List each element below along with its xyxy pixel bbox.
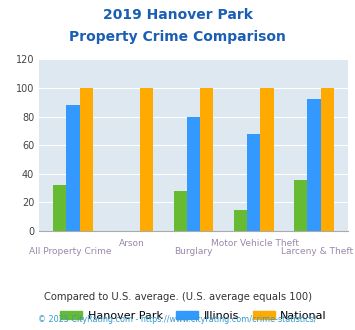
Legend: Hanover Park, Illinois, National: Hanover Park, Illinois, National (55, 306, 332, 325)
Bar (307, 99, 321, 231)
Bar (260, 88, 274, 231)
Bar (234, 210, 247, 231)
Bar (321, 88, 334, 231)
Bar (140, 88, 153, 231)
Bar (294, 180, 307, 231)
Bar (53, 185, 66, 231)
Text: Motor Vehicle Theft: Motor Vehicle Theft (211, 239, 299, 248)
Text: All Property Crime: All Property Crime (29, 247, 111, 256)
Bar (187, 116, 200, 231)
Text: © 2025 CityRating.com - https://www.cityrating.com/crime-statistics/: © 2025 CityRating.com - https://www.city… (38, 315, 317, 324)
Text: Burglary: Burglary (174, 247, 213, 256)
Bar (174, 191, 187, 231)
Bar (200, 88, 213, 231)
Text: Arson: Arson (119, 239, 144, 248)
Text: Property Crime Comparison: Property Crime Comparison (69, 30, 286, 44)
Text: Compared to U.S. average. (U.S. average equals 100): Compared to U.S. average. (U.S. average … (44, 292, 311, 302)
Bar (66, 105, 80, 231)
Bar (80, 88, 93, 231)
Text: Larceny & Theft: Larceny & Theft (281, 247, 353, 256)
Text: 2019 Hanover Park: 2019 Hanover Park (103, 8, 252, 22)
Bar (247, 134, 260, 231)
